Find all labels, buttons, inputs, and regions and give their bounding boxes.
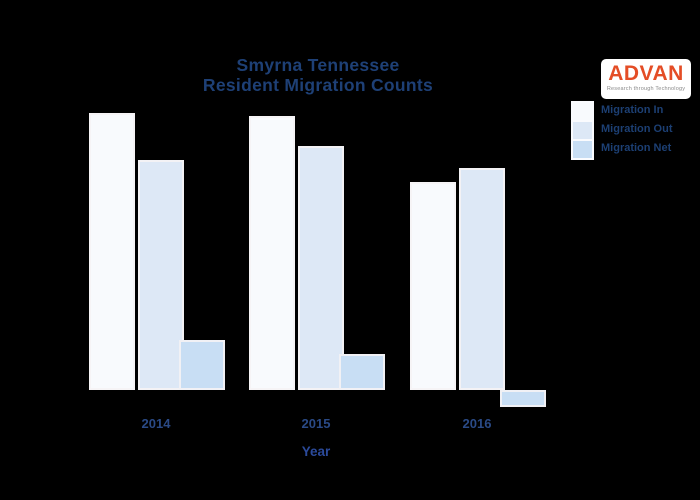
bar-2015-migration-in [249,115,295,390]
x-tick-2016: 2016 [462,416,492,431]
bar-2015-migration-net [339,353,385,390]
x-axis-title: Year [301,444,331,459]
advan-logo-text: ADVAN [608,62,684,85]
advan-logo: ADVAN Research through Technology [601,59,691,99]
bar-2015-migration-out [298,146,344,390]
bar-2016-migration-out [459,168,505,390]
bar-2014-migration-net [179,340,225,390]
x-tick-2014: 2014 [141,416,171,431]
legend-swatch-migration-in [573,103,592,120]
legend: Migration In Migration Out Migration Net [571,101,673,160]
bar-2014-migration-in [89,113,135,390]
bar-2016-migration-net [500,390,546,407]
legend-label-migration-out: Migration Out [601,123,673,135]
legend-label-migration-in: Migration In [601,104,664,116]
chart-title-line1: Smyrna Tennessee [236,55,400,75]
x-tick-2015: 2015 [301,416,331,431]
legend-swatch-column [571,101,594,160]
legend-swatch-migration-net [573,141,592,158]
legend-swatch-migration-out [573,122,592,139]
advan-logo-tagline: Research through Technology [606,86,686,92]
chart-title: Smyrna Tennessee Resident Migration Coun… [88,55,548,95]
bar-2014-migration-out [138,160,184,390]
bar-2016-migration-in [410,182,456,390]
legend-label-migration-net: Migration Net [601,142,672,154]
chart-title-line2: Resident Migration Counts [202,75,434,95]
legend-label-column: Migration In Migration Out Migration Net [601,101,673,157]
